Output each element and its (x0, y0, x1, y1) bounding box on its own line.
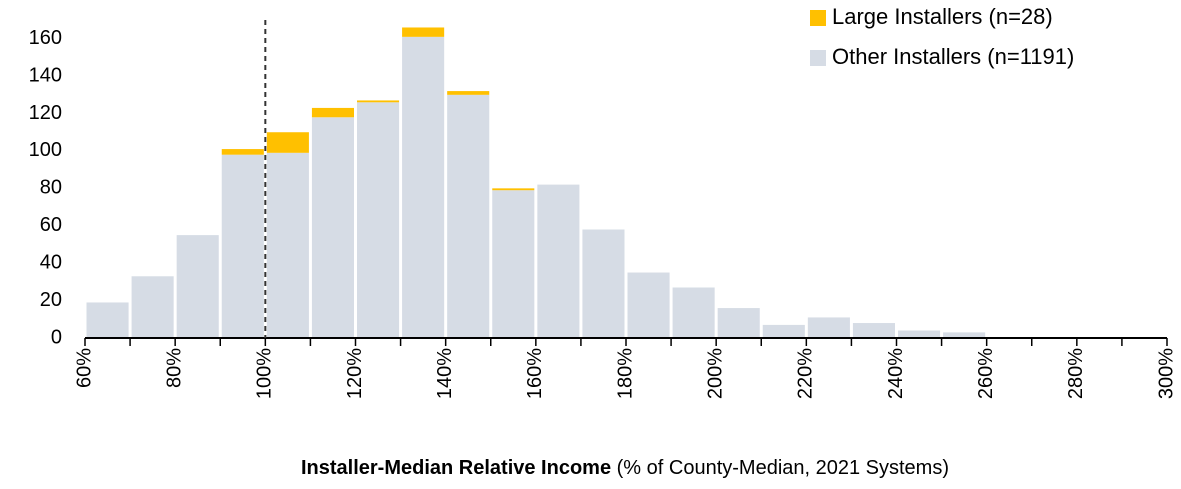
x-tick-label: 220% (795, 348, 817, 399)
x-tick-label: 80% (163, 348, 185, 388)
legend-label: Large Installers (n=28) (832, 4, 1053, 29)
bar (537, 184, 580, 338)
x-tick-label: 120% (344, 348, 366, 399)
x-tick-label: 200% (704, 348, 726, 399)
bar (717, 308, 760, 338)
x-axis-title: Installer-Median Relative Income (301, 457, 611, 479)
bar (807, 317, 850, 338)
x-tick-label: 160% (524, 348, 546, 399)
y-tick-label: 20 (40, 289, 62, 311)
bar (447, 91, 490, 95)
bar (357, 102, 400, 339)
bar (311, 117, 354, 338)
y-tick-label: 100 (29, 139, 62, 161)
bar (943, 332, 986, 338)
x-axis-label: Installer-Median Relative Income (% of C… (301, 457, 949, 479)
x-tick-label: 300% (1155, 348, 1177, 399)
bar (221, 149, 264, 155)
x-tick-label: 240% (885, 348, 907, 399)
y-tick-label: 60 (40, 214, 62, 236)
bar (86, 302, 129, 338)
bar (898, 330, 941, 338)
bar (852, 323, 895, 338)
x-tick-label: 180% (614, 348, 636, 399)
x-axis-note: (% of County-Median, 2021 Systems) (617, 457, 949, 479)
bar (492, 188, 535, 191)
y-tick-label: 120 (29, 102, 62, 124)
bar (176, 235, 219, 338)
bar (762, 324, 805, 338)
y-tick-label: 80 (40, 177, 62, 199)
legend-swatch (810, 50, 826, 66)
legend-label: Other Installers (n=1191) (832, 44, 1074, 69)
y-tick-label: 140 (29, 64, 62, 86)
bar (131, 276, 174, 338)
x-tick-label: 60% (73, 348, 95, 388)
x-tick-label: 100% (254, 348, 276, 399)
bar (311, 107, 354, 118)
y-tick-label: 160 (29, 27, 62, 49)
bar (447, 94, 490, 338)
bar (357, 100, 400, 103)
x-tick-label: 140% (434, 348, 456, 399)
bar (672, 287, 715, 338)
y-tick-label: 0 (51, 326, 62, 348)
bar (492, 190, 535, 338)
legend-swatch (810, 10, 826, 26)
bar (402, 36, 445, 338)
x-tick-label: 280% (1065, 348, 1087, 399)
bar (266, 132, 309, 153)
bar (266, 152, 309, 338)
y-tick-label: 40 (40, 251, 62, 273)
x-tick-label: 260% (975, 348, 997, 399)
bar (221, 154, 264, 338)
bar (402, 27, 445, 37)
bar (582, 229, 625, 338)
bar (627, 272, 670, 338)
